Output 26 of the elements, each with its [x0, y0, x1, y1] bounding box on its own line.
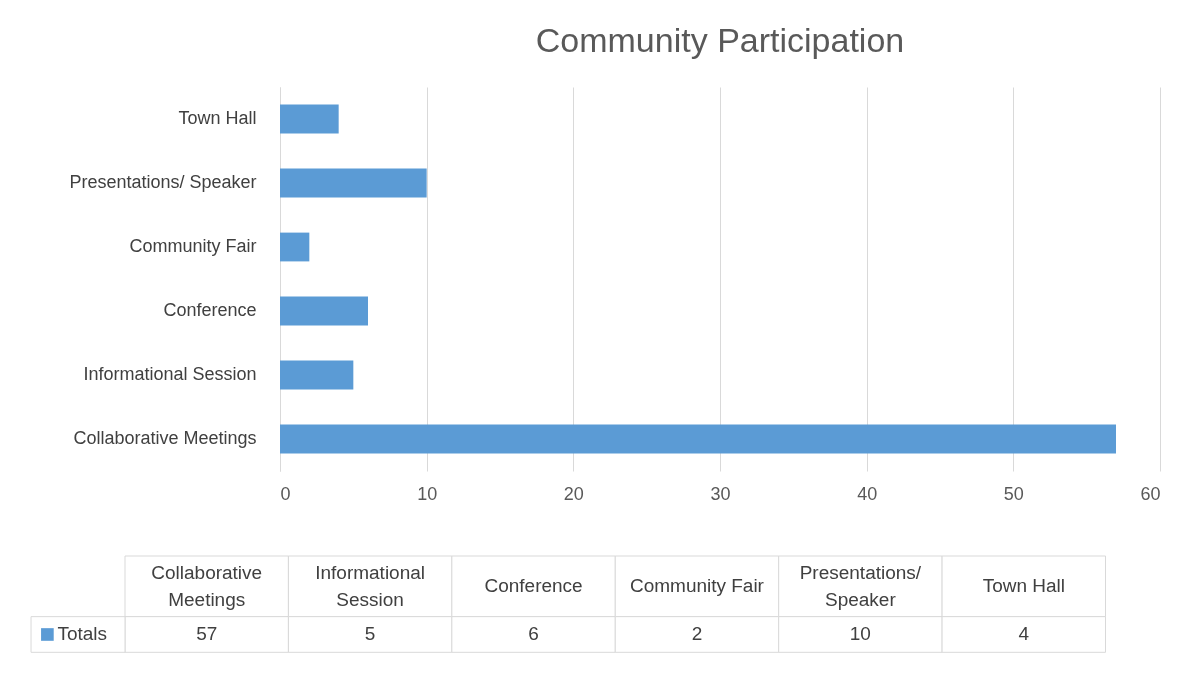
- text: 5: [364, 623, 376, 645]
- x-tick-label: 50: [1003, 483, 1024, 504]
- chart-title: Community Participation: [535, 21, 905, 59]
- y-tick-label: Community Fair: [129, 236, 257, 256]
- category-label: Town Hall: [982, 575, 1065, 597]
- x-tick-label: 10: [417, 483, 438, 504]
- text: 57: [196, 623, 218, 645]
- y-tick-label: Collaborative Meetings: [73, 428, 257, 448]
- category-label: Presentations/ Speaker: [799, 561, 922, 610]
- text: 4: [1018, 623, 1030, 645]
- text: 2: [691, 623, 703, 645]
- x-tick-label: 40: [857, 483, 878, 504]
- text: 6: [528, 623, 539, 645]
- x-tick-label: 60: [1140, 483, 1161, 504]
- legend-label: Totals: [57, 623, 107, 645]
- text: 10: [849, 623, 871, 645]
- y-tick-label: Conference: [163, 300, 257, 320]
- x-tick-label: 0: [280, 483, 291, 504]
- category-label: Informational Session: [315, 561, 426, 610]
- category-label: Conference: [484, 575, 583, 597]
- y-tick-label: Town Hall: [178, 108, 257, 128]
- y-tick-label: Informational Session: [83, 364, 257, 384]
- y-tick-label: Presentations/ Speaker: [69, 172, 257, 192]
- x-tick-label: 30: [710, 483, 731, 504]
- x-tick-label: 20: [563, 483, 584, 504]
- category-label: Community Fair: [629, 575, 764, 597]
